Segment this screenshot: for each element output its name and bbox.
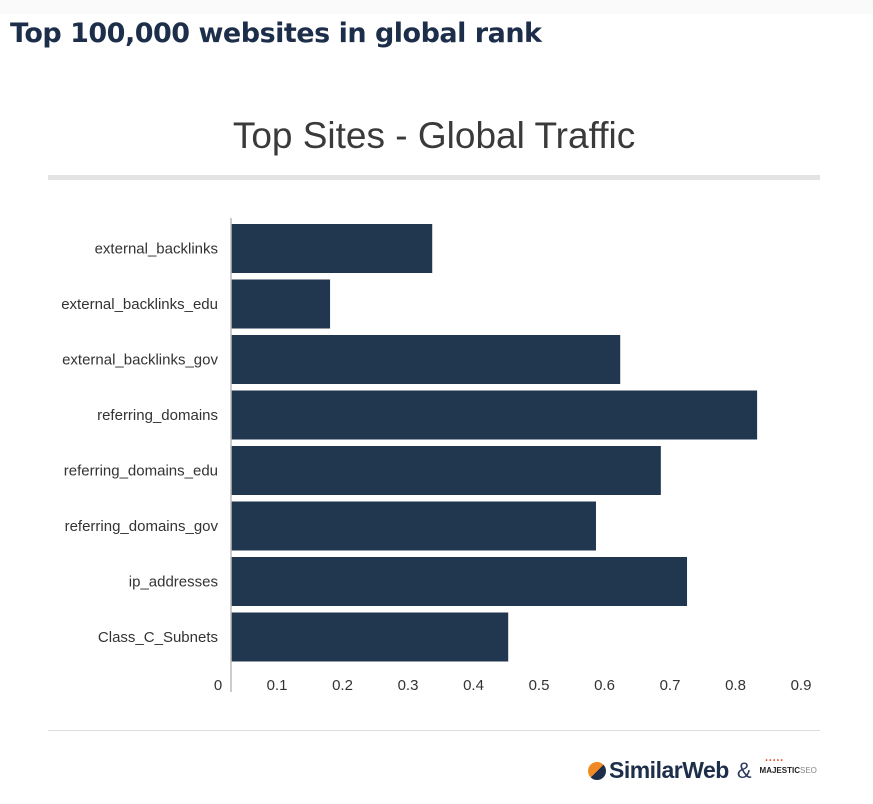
similarweb-icon xyxy=(588,761,606,780)
bar xyxy=(231,612,509,662)
y-tick-label: external_backlinks xyxy=(95,241,218,258)
top-strip xyxy=(0,0,873,14)
similarweb-text: SimilarWeb xyxy=(609,757,729,783)
x-tick-label: 0.9 xyxy=(791,677,812,694)
x-tick-label: 0.6 xyxy=(594,677,615,694)
x-tick-label: 0 xyxy=(214,677,222,694)
bar xyxy=(231,279,331,329)
bar xyxy=(231,501,596,551)
similarweb-logo: SimilarWeb xyxy=(588,757,729,784)
title-divider xyxy=(48,175,820,180)
bar xyxy=(231,446,661,495)
y-tick-label: referring_domains_gov xyxy=(65,518,219,535)
x-tick-label: 0.1 xyxy=(267,677,288,694)
x-tick-label: 0.8 xyxy=(725,677,746,694)
footer-divider xyxy=(48,730,820,731)
y-tick-label: external_backlinks_edu xyxy=(61,296,218,313)
ampersand: & xyxy=(736,757,752,783)
bar xyxy=(231,224,433,273)
x-tick-label: 0.2 xyxy=(332,677,353,694)
page-heading: Top 100,000 websites in global rank xyxy=(10,18,542,49)
chart-title: Top Sites - Global Traffic xyxy=(232,115,636,156)
y-tick-label: ip_addresses xyxy=(129,574,218,591)
y-tick-label: referring_domains_edu xyxy=(64,463,218,480)
majestic-text: MAJESTIC xyxy=(759,766,800,775)
footer-logos: SimilarWeb & MAJESTICSEO xyxy=(588,757,817,784)
y-tick-label: referring_domains xyxy=(97,407,218,424)
x-tick-label: 0.7 xyxy=(660,677,681,694)
majestic-seo-logo: MAJESTICSEO xyxy=(759,758,817,775)
bar xyxy=(231,390,758,440)
bar xyxy=(231,557,688,606)
y-tick-label: external_backlinks_gov xyxy=(62,352,218,369)
x-tick-label: 0.5 xyxy=(529,677,550,694)
bar xyxy=(231,335,621,384)
y-tick-label: Class_C_Subnets xyxy=(98,629,218,646)
x-tick-label: 0.3 xyxy=(398,677,419,694)
x-tick-label: 0.4 xyxy=(463,677,484,694)
seo-text: SEO xyxy=(799,766,817,775)
